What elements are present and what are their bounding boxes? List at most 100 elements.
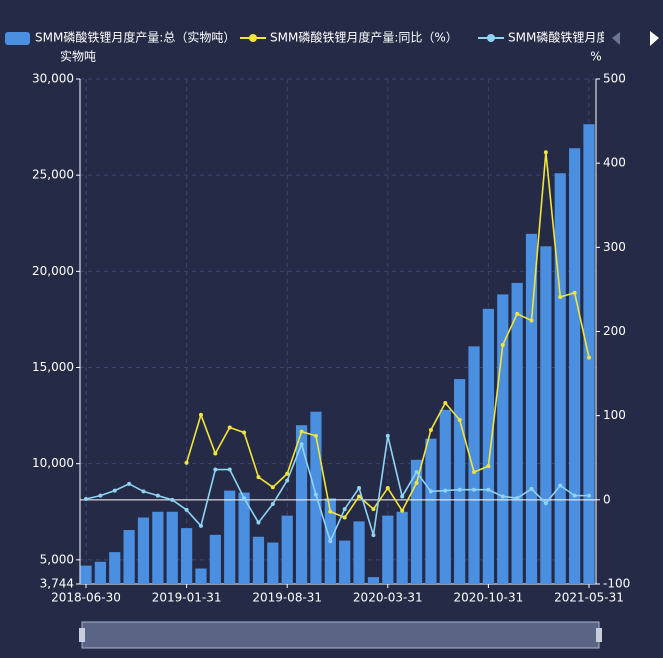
y-tick-label: 5,000 [40,552,74,566]
y2-tick-label: -100 [603,577,630,591]
zoom-slider[interactable] [79,621,602,649]
zoom-handle-left[interactable] [79,628,85,642]
x-tick-label: 2019-08-31 [252,591,322,605]
point [558,483,563,488]
bar [525,233,538,584]
point [486,464,491,469]
point [443,488,448,493]
point [170,497,175,502]
point [428,489,433,494]
legend-label[interactable]: SMM磷酸铁锂月度产量:总（实物吨） [35,30,235,45]
bar [339,540,351,584]
legend-swatch [5,32,30,45]
point [572,493,577,498]
bar [209,534,221,584]
point [184,507,189,512]
x-tick-label: 2019-01-31 [152,591,222,605]
y2-tick-label: 500 [603,72,626,86]
point [227,467,232,472]
point [385,433,390,438]
bar [497,294,509,584]
point [328,509,333,514]
y-tick-label: 20,000 [32,264,74,278]
point [285,471,290,476]
bar [224,490,236,584]
point [515,311,520,316]
point [457,487,462,492]
point [515,496,520,501]
zoom-window[interactable] [81,621,600,649]
legend-swatch [487,34,495,42]
point [313,433,318,438]
point [256,520,261,525]
point [84,496,88,501]
bar [396,511,408,584]
y-tick-label: 10,000 [32,456,74,470]
point [472,470,477,475]
bar [540,246,552,584]
point [500,494,505,499]
point [414,470,419,475]
bar [123,530,135,584]
point [342,515,347,520]
point [242,496,247,501]
bar [109,552,121,584]
bar [137,517,150,584]
point [572,290,577,295]
point [313,492,318,497]
legend-swatch [249,34,257,42]
y-tick-label: 3,744 [40,577,74,591]
bar [439,409,451,584]
point [529,486,534,491]
point [400,508,405,513]
point [558,294,563,299]
point [299,429,304,434]
point [242,430,247,435]
point [357,494,362,499]
legend-prev[interactable] [612,32,620,45]
bar [238,492,250,584]
point [543,150,548,155]
bar [482,308,495,584]
bar [353,521,365,584]
bar [410,459,423,584]
point [141,489,146,494]
bar [454,379,466,584]
bar [569,148,581,584]
x-tick-label: 2020-03-31 [353,591,423,605]
point [443,401,448,406]
line [85,435,589,544]
point [285,478,290,483]
point [357,486,362,491]
point [486,487,491,492]
point [414,481,419,485]
y2-tick-label: 0 [603,492,611,506]
point [198,523,203,528]
y2-tick-label: 100 [603,408,626,422]
point [270,485,275,490]
bar [425,438,437,584]
point [213,451,218,456]
legend: SMM磷酸铁锂月度产量:总（实物吨） SMM磷酸铁锂月度产量:同比（%） SMM磷酸… [5,30,608,45]
y-tick-label: 15,000 [32,360,74,374]
bar [295,425,308,584]
zoom-handle-right[interactable] [596,628,602,642]
point [428,427,433,432]
point [127,481,132,486]
point [328,539,333,544]
point [472,487,477,492]
y-tick-label: 25,000 [32,168,74,182]
y-unit: 实物吨 [60,49,96,64]
bar [94,561,106,584]
bar [195,568,207,584]
point [184,460,189,465]
legend-label[interactable]: SMM磷酸铁锂月度产量:同比（%） [270,30,458,45]
legend-label[interactable]: SMM磷酸铁锂月度 [508,30,608,45]
bar [310,411,322,584]
legend-next[interactable] [650,31,659,46]
bar [80,565,92,584]
point [299,442,304,447]
point [500,342,505,347]
point [587,493,591,498]
